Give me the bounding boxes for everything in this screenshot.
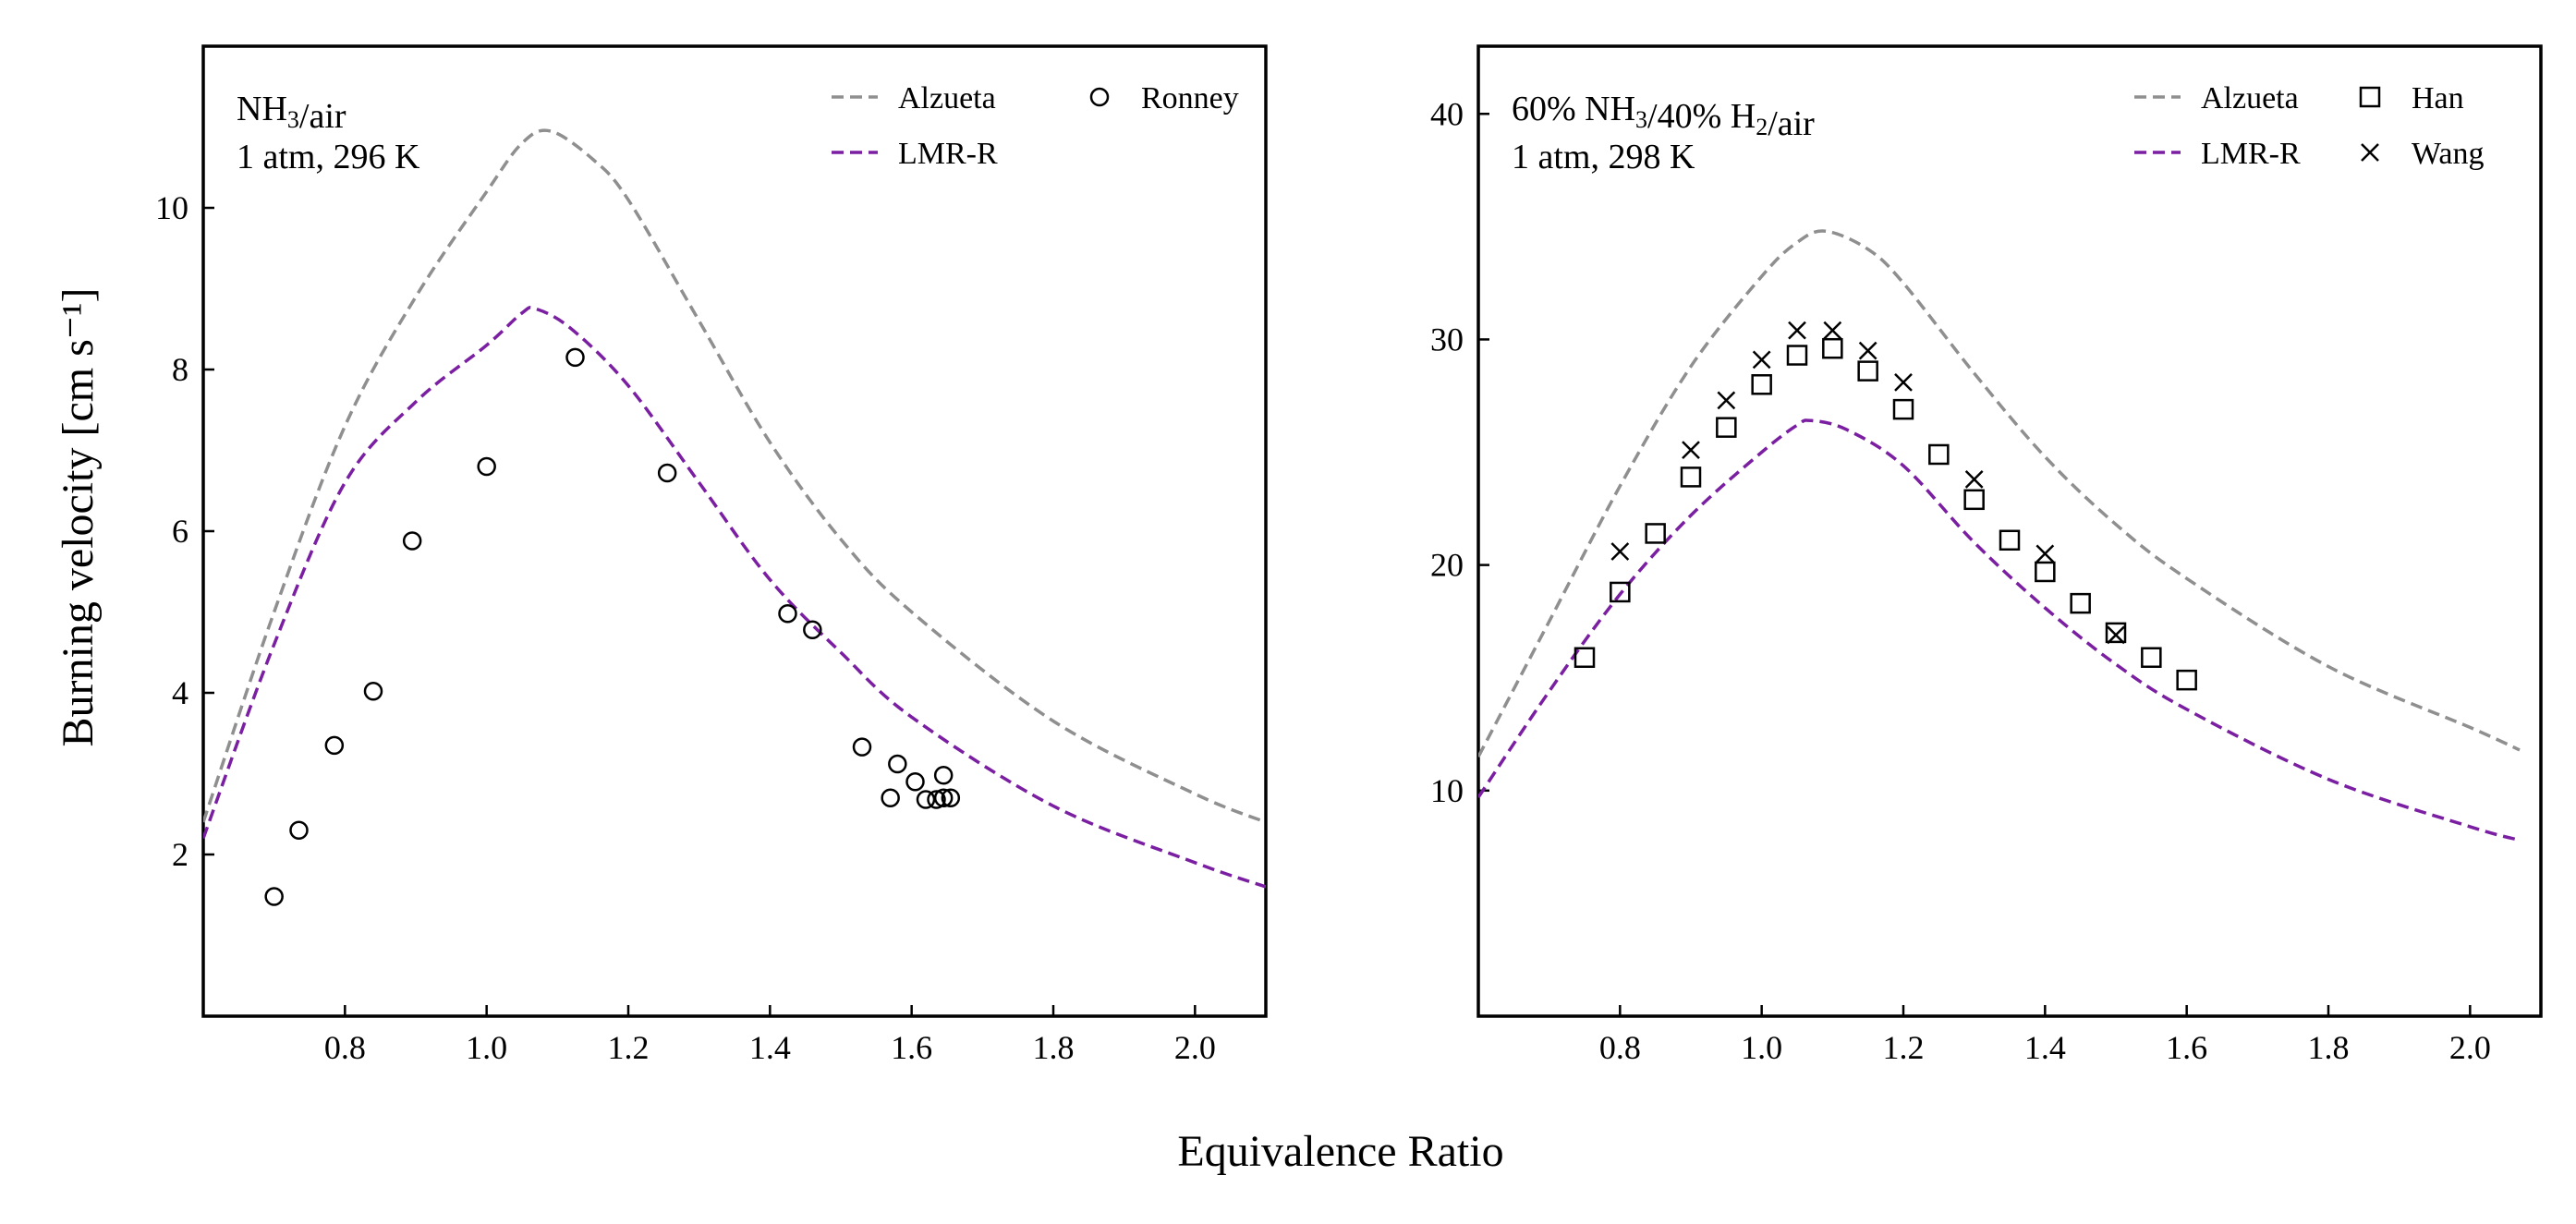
chart-0-point-ronney bbox=[363, 682, 383, 701]
chart-0-legend-swatch-ronney bbox=[1089, 87, 1110, 107]
chart-0-y-tick-label: 2 bbox=[172, 836, 188, 873]
right-panel: 0.8 1.0 1.2 1.4 1.6 1.8 2.0 10 20 30 40 60% NH3/40%… bbox=[1430, 44, 2543, 1066]
chart-1-annotation-line: 1 atm, 298 K bbox=[1512, 138, 1695, 176]
chart-1-series-lmr-r-line bbox=[1478, 418, 2521, 842]
chart-1-point-han bbox=[1892, 398, 1914, 420]
chart-0-point-ronney bbox=[402, 531, 422, 551]
chart-1-legend-swatch-wang bbox=[2361, 143, 2379, 162]
chart-1-plot-area bbox=[1478, 229, 2521, 842]
chart-1-legend-label-wang: Wang bbox=[2412, 137, 2484, 171]
chart-0-y-tick-label: 4 bbox=[172, 674, 188, 711]
chart-1-point-wang bbox=[2035, 544, 2055, 564]
chart-1-point-han bbox=[1645, 523, 1666, 544]
chart-0-point-ronney bbox=[264, 887, 284, 906]
chart-1-point-wang bbox=[1682, 441, 1700, 459]
chart-1-x-tick-label: 0.8 bbox=[1599, 1029, 1641, 1066]
chart-1-point-han bbox=[1857, 360, 1878, 382]
chart-1-point-wang bbox=[1823, 321, 1842, 340]
chart-0-point-ronney bbox=[933, 788, 954, 807]
chart-1-y-tick-label: 30 bbox=[1430, 321, 1464, 358]
chart-0-point-ronney bbox=[565, 347, 585, 368]
chart-0-legend-label-alzueta: Alzueta bbox=[898, 81, 996, 115]
chart-0-legend-label-ronney: Ronney bbox=[1141, 81, 1239, 115]
chart-0-plot-area bbox=[203, 128, 1266, 906]
chart-0-x-tick-label: 1.8 bbox=[1033, 1029, 1075, 1066]
chart-1-point-han bbox=[2105, 622, 2127, 644]
chart-1-point-wang bbox=[1894, 372, 1913, 392]
chart-1-point-han bbox=[2070, 592, 2091, 614]
chart-1-point-wang bbox=[1752, 350, 1771, 370]
chart-0-point-ronney bbox=[927, 790, 946, 809]
chart-1-y-tick-label: 20 bbox=[1430, 547, 1464, 584]
chart-1-point-han bbox=[1786, 345, 1808, 366]
chart-0-point-ronney bbox=[657, 463, 677, 483]
chart-1-point-wang bbox=[1858, 341, 1877, 360]
chart-0-y-tick-label: 8 bbox=[172, 351, 188, 388]
chart-1-point-han bbox=[1999, 529, 2021, 551]
chart-1-y-tick-label: 10 bbox=[1430, 772, 1464, 809]
chart-0-point-ronney bbox=[324, 735, 345, 756]
chart-1-point-han bbox=[2176, 669, 2197, 691]
chart-0-x-tick-label: 2.0 bbox=[1174, 1029, 1216, 1066]
chart-1-annotation-line: 60% NH3/40% H2/air bbox=[1512, 90, 1815, 143]
chart-1-x-tick-label: 1.8 bbox=[2308, 1029, 2350, 1066]
chart-1-point-han bbox=[1716, 417, 1737, 438]
chart-1-series-alzueta-line bbox=[1478, 229, 2521, 758]
chart-0-y-tick-label: 6 bbox=[172, 513, 188, 550]
x-axis-title: Equivalence Ratio bbox=[1177, 1127, 1503, 1176]
chart-0-series-alzueta-line bbox=[203, 128, 1266, 824]
chart-1-point-wang bbox=[2107, 625, 2125, 645]
chart-0-annotation-line: 1 atm, 296 K bbox=[237, 138, 420, 176]
chart-0-x-tick-label: 1.4 bbox=[749, 1029, 791, 1066]
chart-1-point-han bbox=[1751, 374, 1772, 395]
chart-1-point-han bbox=[2035, 561, 2056, 583]
chart-0-x-tick-label: 1.0 bbox=[466, 1029, 507, 1066]
chart-1-x-tick-label: 1.6 bbox=[2166, 1029, 2207, 1066]
chart-1-x-tick-label: 1.2 bbox=[1883, 1029, 1925, 1066]
chart-1-legend-swatch-han bbox=[2359, 86, 2381, 108]
chart-1-point-han bbox=[2141, 647, 2162, 668]
chart-1-frame bbox=[1476, 44, 2543, 1018]
chart-0-point-ronney bbox=[888, 754, 907, 774]
chart-0-point-ronney bbox=[916, 790, 936, 809]
chart-0-point-ronney bbox=[852, 737, 872, 757]
chart-1-point-wang bbox=[1610, 542, 1630, 561]
chart-0-point-ronney bbox=[933, 766, 954, 785]
chart-0-legend-label-lmr-r: LMR-R bbox=[898, 137, 998, 171]
chart-1-point-han bbox=[1680, 467, 1702, 488]
chart-0-point-ronney bbox=[881, 788, 900, 807]
chart-0-y-tick-label: 10 bbox=[155, 189, 188, 226]
chart-1-point-han bbox=[1928, 443, 1950, 466]
y-axis-title: Burning velocity [cm s⁻¹] bbox=[54, 288, 103, 747]
chart-0-x-tick-label: 1.2 bbox=[608, 1029, 650, 1066]
chart-0-point-ronney bbox=[941, 788, 961, 807]
chart-0-x-tick-label: 1.6 bbox=[891, 1029, 932, 1066]
chart-0-series-lmr-r-line bbox=[203, 306, 1266, 889]
chart-1-point-han bbox=[1610, 581, 1631, 603]
chart-1-point-wang bbox=[1788, 321, 1806, 340]
chart-1-point-wang bbox=[1964, 469, 1984, 489]
chart-0-point-ronney bbox=[477, 456, 496, 477]
chart-0-point-ronney bbox=[778, 604, 797, 624]
chart-1-x-tick-label: 2.0 bbox=[2449, 1029, 2491, 1066]
chart-1-legend-label-han: Han bbox=[2412, 81, 2464, 115]
chart-1-legend-label-alzueta: Alzueta bbox=[2201, 81, 2299, 115]
chart-1-x-tick-label: 1.4 bbox=[2024, 1029, 2066, 1066]
chart-0-point-ronney bbox=[905, 772, 925, 792]
chart-1-point-han bbox=[1963, 489, 1985, 511]
chart-1-point-han bbox=[1822, 337, 1843, 359]
chart-0-x-tick-label: 0.8 bbox=[324, 1029, 366, 1066]
chart-1-point-wang bbox=[1717, 391, 1736, 410]
chart-0-point-ronney bbox=[289, 820, 309, 840]
chart-1-y-tick-label: 40 bbox=[1430, 95, 1464, 132]
chart-1-point-han bbox=[1574, 647, 1596, 668]
chart-1-legend-label-lmr-r: LMR-R bbox=[2201, 137, 2301, 171]
chart-0-annotation-line: NH3/air bbox=[237, 90, 346, 136]
chart-1-x-tick-label: 1.0 bbox=[1741, 1029, 1782, 1066]
chart-0-point-ronney bbox=[803, 620, 822, 639]
